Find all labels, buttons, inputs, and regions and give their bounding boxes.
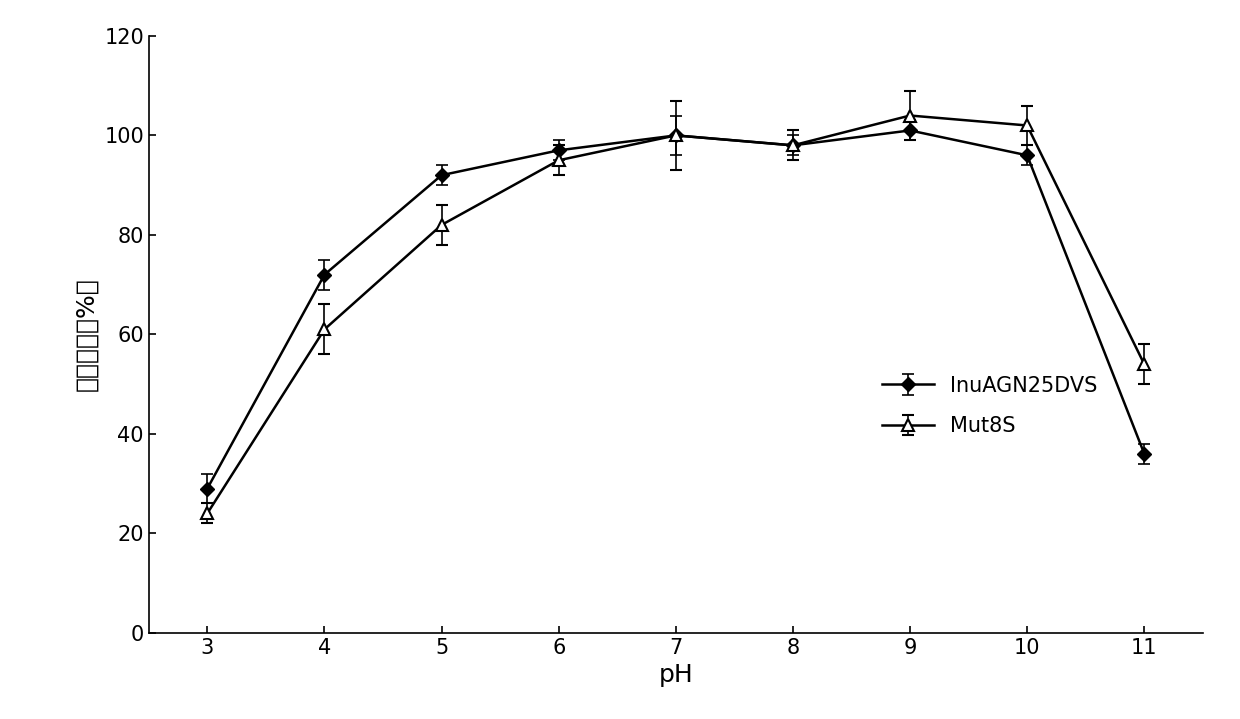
Y-axis label: 相对酶活（%）: 相对酶活（%） [74, 278, 99, 391]
X-axis label: pH: pH [658, 663, 693, 687]
Legend: InuAGN25DVS, Mut8S: InuAGN25DVS, Mut8S [872, 365, 1109, 446]
